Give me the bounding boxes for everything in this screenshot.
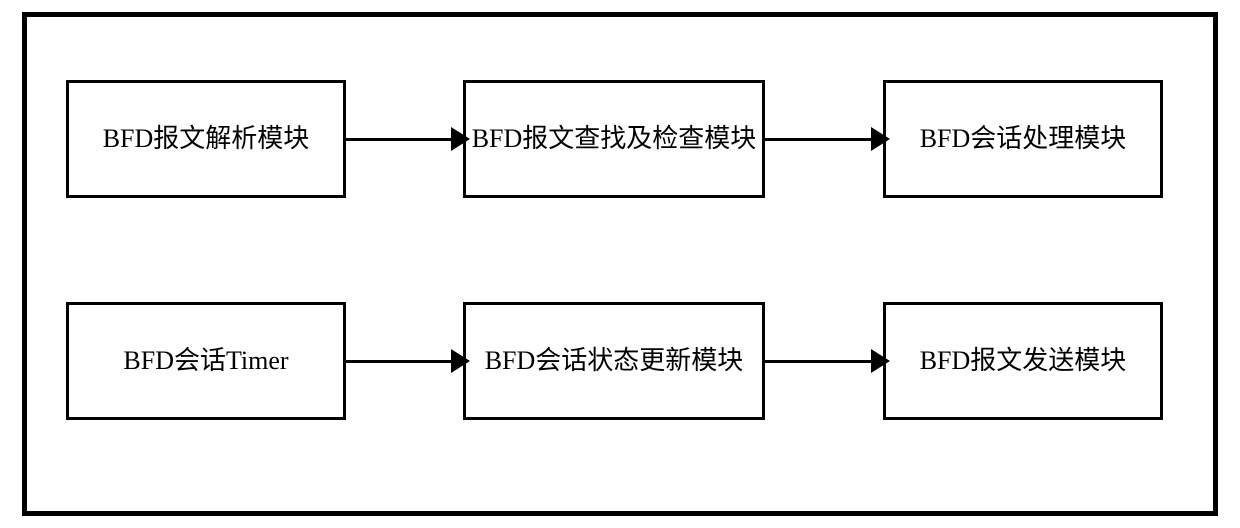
arrowhead-n1-n2 (451, 127, 470, 151)
edge-line-n5-n6 (765, 360, 871, 363)
edge-line-n1-n2 (346, 138, 451, 141)
node-n6: BFD报文发送模块 (883, 302, 1163, 420)
node-n4: BFD会话Timer (66, 302, 346, 420)
edge-line-n2-n3 (765, 138, 871, 141)
arrowhead-n4-n5 (451, 349, 470, 373)
diagram-canvas: BFD报文解析模块 BFD报文查找及检查模块 BFD会话处理模块 BFD会话Timer… (0, 0, 1240, 528)
node-n5: BFD会话状态更新模块 (463, 302, 765, 420)
node-n1: BFD报文解析模块 (66, 80, 346, 198)
edge-line-n4-n5 (346, 360, 451, 363)
arrowhead-n2-n3 (871, 127, 890, 151)
arrowhead-n5-n6 (871, 349, 890, 373)
node-n3: BFD会话处理模块 (883, 80, 1163, 198)
node-n2: BFD报文查找及检查模块 (463, 80, 765, 198)
